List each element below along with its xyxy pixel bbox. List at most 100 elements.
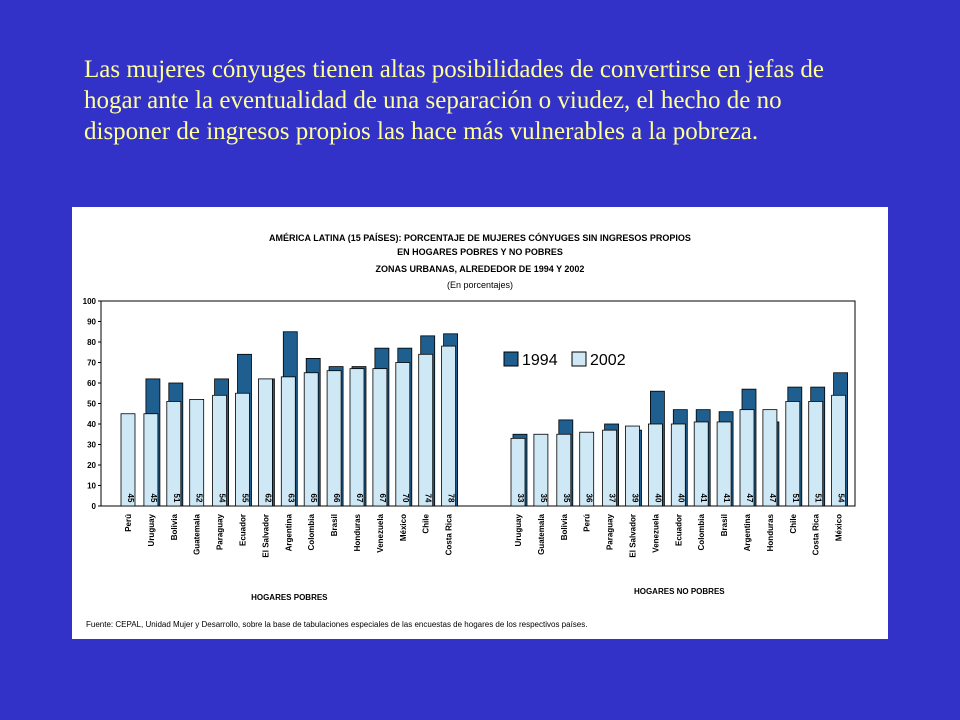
bar-2002 — [349, 368, 365, 507]
bar-2002 — [762, 409, 778, 507]
data-label: 52 — [195, 494, 204, 503]
y-tick-label: 80 — [87, 338, 96, 347]
group-label: HOGARES NO POBRES — [634, 587, 725, 596]
legend-swatch-2002 — [571, 351, 587, 367]
bar-2002 — [670, 423, 686, 507]
bar-2002 — [189, 398, 205, 507]
bar-2002 — [441, 345, 457, 507]
data-label: 78 — [447, 494, 456, 503]
bar-2002 — [143, 413, 159, 507]
data-label: 40 — [676, 494, 685, 503]
data-label: 63 — [286, 494, 295, 503]
bar-2002 — [716, 421, 732, 507]
bar-2002 — [235, 392, 250, 507]
bar-2002 — [602, 429, 617, 507]
category-label: Venezuela — [651, 513, 660, 552]
data-label: 51 — [172, 494, 181, 503]
y-tick-label: 90 — [87, 318, 96, 327]
category-label: Perú — [583, 514, 592, 532]
y-tick-label: 10 — [87, 482, 96, 491]
data-label: 51 — [791, 494, 800, 503]
chart-title: AMÉRICA LATINA (15 PAÍSES): PORCENTAJE D… — [269, 232, 691, 243]
data-label: 67 — [355, 494, 364, 503]
category-label: Guatemala — [193, 513, 202, 554]
data-label: 33 — [516, 494, 525, 503]
bar-2002 — [395, 362, 411, 507]
category-label: México — [835, 514, 844, 541]
data-label: 45 — [149, 494, 158, 503]
category-label: Perú — [124, 514, 133, 532]
category-label: Chile — [422, 513, 431, 533]
bar-2002 — [556, 433, 572, 507]
y-tick-label: 30 — [87, 441, 96, 450]
group-label: HOGARES POBRES — [251, 593, 328, 602]
bar-2002 — [372, 368, 388, 507]
data-label: 40 — [653, 494, 662, 503]
category-label: Ecuador — [674, 514, 683, 546]
category-label: Paraguay — [216, 513, 225, 550]
bar-2002 — [120, 413, 136, 507]
y-tick-label: 100 — [83, 297, 97, 306]
chart-title-line2: EN HOGARES POBRES Y NO POBRES — [397, 247, 563, 257]
category-label: Bolivia — [170, 513, 179, 540]
category-label: Argentina — [284, 513, 293, 551]
category-label: Uruguay — [514, 513, 523, 546]
category-label: El Salvador — [629, 514, 638, 558]
category-label: México — [399, 514, 408, 541]
bar-2002 — [166, 401, 182, 507]
data-label: 47 — [768, 494, 777, 503]
y-tick-label: 40 — [87, 420, 96, 429]
category-label: Costa Rica — [812, 513, 821, 555]
category-label: Colombia — [307, 513, 316, 550]
data-label: 45 — [126, 494, 135, 503]
data-label: 67 — [378, 494, 387, 503]
bar-2002 — [303, 372, 319, 507]
category-label: El Salvador — [261, 514, 270, 558]
bar-2002 — [326, 370, 342, 507]
chart-subtitle: ZONAS URBANAS, ALREDEDOR DE 1994 Y 2002 — [376, 264, 585, 274]
data-label: 65 — [309, 494, 318, 503]
bar-2002 — [418, 353, 434, 507]
bar-2002 — [257, 378, 273, 507]
bar-chart: AMÉRICA LATINA (15 PAÍSES): PORCENTAJE D… — [83, 232, 856, 629]
data-label: 47 — [745, 494, 754, 503]
chart-source: Fuente: CEPAL, Unidad Mujer y Desarrollo… — [86, 620, 587, 629]
bar-2002 — [808, 401, 824, 507]
bar-2002 — [648, 423, 663, 507]
category-label: Argentina — [743, 513, 752, 551]
data-label: 35 — [539, 494, 548, 503]
data-label: 70 — [401, 494, 410, 503]
bar-2002 — [739, 409, 755, 507]
category-label: Brasil — [720, 514, 729, 536]
category-label: Brasil — [330, 514, 339, 536]
bar-2002 — [831, 394, 846, 507]
y-tick-label: 70 — [87, 359, 96, 368]
legend-swatch-1994 — [503, 351, 519, 367]
y-tick-label: 50 — [87, 400, 96, 409]
bar-2002 — [533, 433, 549, 507]
bar-2002 — [693, 421, 709, 507]
category-label: Chile — [789, 513, 798, 533]
category-label: Costa Rica — [445, 513, 454, 555]
category-label: Honduras — [353, 513, 362, 551]
data-label: 51 — [814, 494, 823, 503]
data-label: 39 — [631, 494, 640, 503]
category-label: Colombia — [697, 513, 706, 550]
bar-2002 — [510, 437, 526, 507]
category-label: Honduras — [766, 513, 775, 551]
chart-unit-note: (En porcentajes) — [447, 280, 513, 290]
bar-2002 — [579, 431, 595, 507]
data-label: 41 — [699, 494, 708, 503]
category-label: Bolivia — [560, 513, 569, 540]
category-label: Uruguay — [147, 513, 156, 546]
data-label: 62 — [263, 494, 272, 503]
data-label: 55 — [241, 494, 250, 503]
data-label: 41 — [722, 494, 731, 503]
category-label: Guatemala — [537, 513, 546, 554]
data-label: 36 — [585, 494, 594, 503]
category-label: Ecuador — [239, 514, 248, 546]
data-label: 54 — [218, 494, 227, 503]
data-label: 37 — [608, 494, 617, 503]
y-tick-label: 20 — [87, 461, 96, 470]
data-label: 66 — [332, 494, 341, 503]
